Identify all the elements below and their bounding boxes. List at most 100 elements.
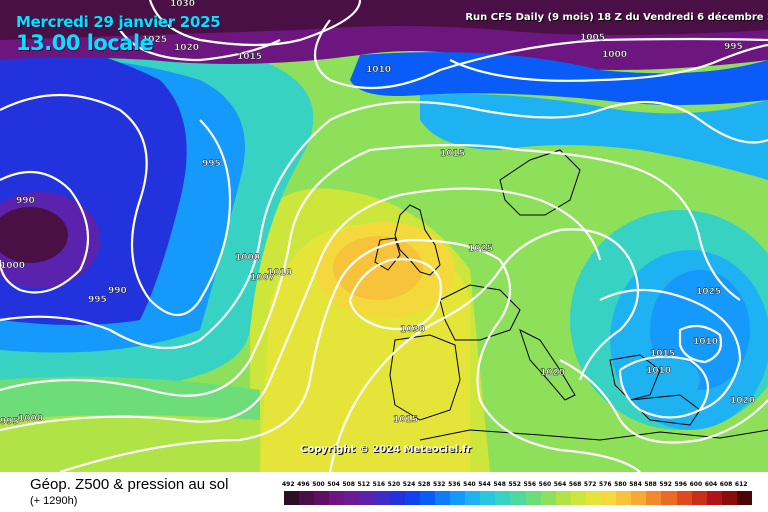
legend-value: 532 [432, 481, 446, 488]
legend-swatch [284, 491, 300, 505]
legend-value: 584 [629, 481, 642, 488]
legend-swatch [404, 491, 421, 505]
map-canvas: 1030 1025 1020 1015 1010 1005 1000 995 9… [0, 0, 768, 472]
legend-swatch [389, 491, 406, 505]
legend-value: 604 [704, 481, 718, 488]
legend-swatch [616, 491, 632, 505]
isobar-label: 1015 [650, 349, 675, 359]
isobar-label: 990 [108, 286, 127, 296]
legend-swatch [314, 491, 330, 505]
legend-value: 592 [659, 481, 672, 488]
isobar-label: 1015 [393, 415, 418, 425]
legend-value: 524 [402, 481, 416, 488]
weather-map: 1030 1025 1020 1015 1010 1005 1000 995 9… [0, 0, 768, 472]
isobar-1025-north [119, 29, 281, 62]
legend-value: 504 [327, 481, 340, 488]
legend-value: 500 [312, 481, 325, 488]
turkey-outline [628, 394, 701, 426]
legend-value-labels: 492 496 500 504 508 512 516 520 524 528 532 536 540 5… [280, 481, 750, 489]
isobar-1020 [59, 238, 641, 472]
legend-swatch [676, 491, 693, 505]
legend-value: 540 [463, 481, 476, 488]
isobar-label: 1005 [580, 33, 605, 43]
isobar-label: 995 [202, 159, 221, 169]
isobar-label: 995 [0, 417, 19, 427]
legend-value: 572 [583, 481, 597, 488]
color-legend [284, 491, 753, 505]
field-low-core [0, 207, 68, 263]
legend-value: 576 [599, 481, 612, 488]
legend-swatch [540, 491, 557, 505]
legend-value: 536 [448, 481, 461, 488]
isobar-label: 1020 [174, 43, 199, 53]
legend-swatch [374, 491, 391, 505]
isobar-label: 1030 [170, 0, 195, 9]
legend-swatch [646, 491, 662, 505]
legend-value: 544 [478, 481, 491, 488]
ireland-outline [374, 237, 401, 271]
isobar-label: 1007 [250, 273, 275, 283]
isobar-label: 1020 [730, 396, 755, 406]
copyright-notice: Copyright © 2024 Meteociel.fr [300, 444, 472, 455]
isobar-1010-north [314, 19, 768, 90]
legend-swatch [525, 491, 542, 505]
field-south-lime [0, 415, 260, 472]
field-aegean [620, 355, 700, 405]
isobar-1015-east [599, 288, 742, 412]
legend-value: 564 [553, 481, 567, 488]
isobar-label: 995 [724, 42, 743, 52]
forecast-time: 13.00 locale [16, 31, 154, 55]
isobar-label: 1030 [400, 325, 425, 335]
legend-swatch [691, 491, 708, 505]
legend-swatch [434, 491, 451, 505]
legend-value: 548 [493, 481, 506, 488]
legend-value: 520 [387, 481, 401, 488]
legend-swatch [661, 491, 677, 505]
legend-value: 552 [508, 481, 521, 488]
legend-swatch [299, 491, 315, 505]
isobar-1020-south [559, 359, 768, 444]
legend-value: 608 [719, 481, 733, 488]
isobar-label: 1000 [602, 50, 627, 60]
legend-value: 580 [614, 481, 627, 488]
isobar-1030 [148, 0, 362, 47]
isobar-label: 1010 [366, 65, 391, 75]
isobar-label: 1025 [142, 35, 167, 45]
legend-swatch [419, 491, 436, 505]
forecast-lead-time: (+ 1290h) [30, 495, 78, 507]
legend-value: 516 [372, 481, 386, 488]
balkans-outline [609, 354, 661, 401]
legend-value: 496 [297, 481, 310, 488]
isobar-labels: 1030 1025 1020 1015 1010 1005 1000 995 9… [0, 0, 755, 427]
isobar-label: 1010 [693, 337, 718, 347]
isobar-label: 990 [16, 196, 35, 206]
legend-swatch [480, 491, 496, 505]
isobar-1030-high [348, 258, 442, 331]
legend-value: 588 [644, 481, 657, 488]
italy-outline [519, 329, 576, 401]
field-scandinavia [420, 94, 768, 180]
legend-value: 556 [523, 481, 537, 488]
isobar-1010 [0, 143, 741, 397]
legend-swatch [721, 491, 738, 505]
map-title: Géop. Z500 & pression au sol [30, 476, 229, 493]
legend-swatch [555, 491, 572, 505]
france-outline [439, 284, 521, 341]
isobar-label: 1015 [440, 149, 465, 159]
legend-swatch [510, 491, 527, 505]
iberia-outline [389, 334, 461, 421]
field-north-dark [0, 0, 768, 40]
isobar-label: 1015 [237, 52, 262, 62]
legend-swatch [706, 491, 723, 505]
isobar-label: 1020 [540, 368, 565, 378]
isobar-label: 1010 [267, 268, 292, 278]
legend-value: 612 [734, 481, 748, 488]
legend-swatch [344, 491, 360, 505]
isobar-label: 1025 [468, 244, 493, 254]
field-high-center [333, 236, 423, 300]
legend-swatch [495, 491, 511, 505]
legend-swatch [601, 491, 617, 505]
map-footer: Géop. Z500 & pression au sol (+ 1290h) 4… [0, 472, 768, 512]
legend-swatch [631, 491, 647, 505]
scandinavia-outline [499, 149, 581, 216]
